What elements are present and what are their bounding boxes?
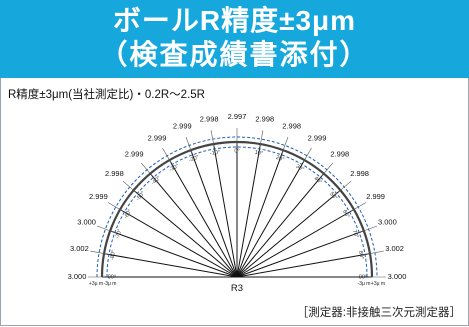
tick-15 (351, 202, 367, 212)
tick-1 (90, 250, 108, 255)
tick-13 (321, 162, 334, 177)
value-label-10: 2.998 (255, 114, 274, 123)
ray-17 (236, 253, 370, 278)
header-banner: ボールR精度±3μm （検査成績書添付） (0, 0, 469, 78)
value-label-3: 2.999 (89, 192, 108, 201)
angle-label-6: -30° (168, 163, 180, 173)
tick-16 (360, 225, 378, 233)
tick-12 (302, 147, 312, 163)
angle-label-3: -60° (123, 208, 133, 220)
value-label-12: 2.999 (308, 133, 327, 142)
ray-2 (109, 230, 238, 278)
tolerance-minus-label-left: -3μ m (104, 281, 117, 287)
ray-15 (236, 209, 355, 278)
tick-7 (185, 136, 193, 154)
angle-label-9: 0° (234, 148, 239, 154)
angle-label-0: -90° (106, 274, 116, 280)
value-label-8: 2.998 (200, 114, 219, 123)
ray-12 (236, 159, 305, 278)
tick-2 (96, 225, 114, 233)
ray-8 (213, 144, 238, 278)
tick-8 (210, 130, 215, 148)
ray-13 (236, 173, 325, 278)
angle-label-4: -50° (135, 190, 146, 202)
value-label-6: 2.999 (148, 133, 167, 142)
title-line-2: （検査成績書添付） (99, 39, 370, 70)
angle-label-1: -80° (110, 250, 118, 261)
value-label-4: 2.998 (105, 169, 124, 178)
tolerance-outer-arc (96, 136, 378, 278)
angle-label-16: 70° (351, 229, 359, 239)
diagram-panel: R精度±3μm(当社測定比)・0.2R～2.5R -90° 3.000 -80° 3.… (0, 78, 469, 326)
angle-label-11: 20° (275, 155, 285, 163)
tolerance-minus-label-right: -3μ m (358, 281, 371, 287)
angle-label-7: -20° (188, 154, 200, 163)
ray-1 (104, 253, 238, 278)
title-line-1: ボールR精度±3μm (112, 5, 357, 36)
value-label-18: 3.000 (388, 272, 407, 281)
value-label-16: 3.000 (378, 217, 397, 226)
tick-10 (259, 130, 264, 148)
value-label-2: 3.000 (77, 217, 96, 226)
angle-label-5: -40° (150, 175, 162, 186)
ray-16 (236, 230, 365, 278)
ray-14 (236, 189, 341, 278)
value-label-7: 2.999 (173, 122, 192, 131)
tolerance-inner-arc (106, 146, 368, 278)
angle-label-13: 40° (313, 176, 323, 186)
ray-7 (190, 149, 238, 278)
tick-5 (140, 162, 153, 177)
tick-14 (337, 180, 352, 193)
angle-label-10: 10° (254, 150, 263, 157)
angle-label-17: 80° (357, 251, 364, 260)
value-label-1: 3.002 (70, 244, 89, 253)
ray-6 (169, 159, 238, 278)
value-label-11: 2.998 (282, 122, 301, 131)
value-label-17: 3.002 (385, 244, 404, 253)
angle-label-2: -70° (114, 228, 123, 240)
angle-label-12: 30° (295, 164, 305, 173)
measurement-device-note: ［測定器:非接触三次元測定器］ (296, 307, 461, 319)
value-label-15: 2.999 (366, 192, 385, 201)
angle-label-15: 60° (341, 209, 350, 219)
tick-17 (366, 250, 384, 255)
tick-3 (107, 202, 123, 212)
ray-11 (236, 149, 284, 278)
tick-11 (281, 136, 289, 154)
value-label-0: 3.000 (68, 272, 87, 281)
ray-10 (236, 144, 261, 278)
tick-4 (122, 180, 137, 193)
tolerance-plus-label-left: +3μ m (89, 281, 103, 287)
value-label-9: 2.997 (228, 112, 247, 121)
value-label-5: 2.999 (125, 149, 144, 158)
angle-label-8: -10° (210, 150, 221, 158)
angle-label-18: 90° (359, 274, 367, 280)
value-label-14: 2.998 (350, 169, 369, 178)
angle-label-14: 50° (328, 191, 338, 201)
ray-5 (149, 173, 238, 278)
ray-3 (119, 209, 238, 278)
tolerance-plus-label-right: +3μ m (371, 281, 385, 287)
radius-accuracy-diagram: -90° 3.000 -80° 3.002 -70° 3.000 -60° 2.999 -50°… (68, 112, 407, 294)
ray-4 (133, 189, 238, 278)
center-radius-label: R3 (231, 283, 243, 294)
value-label-13: 2.998 (330, 149, 349, 158)
subtitle: R精度±3μm(当社測定比)・0.2R～2.5R (8, 89, 205, 101)
tick-6 (162, 147, 172, 163)
